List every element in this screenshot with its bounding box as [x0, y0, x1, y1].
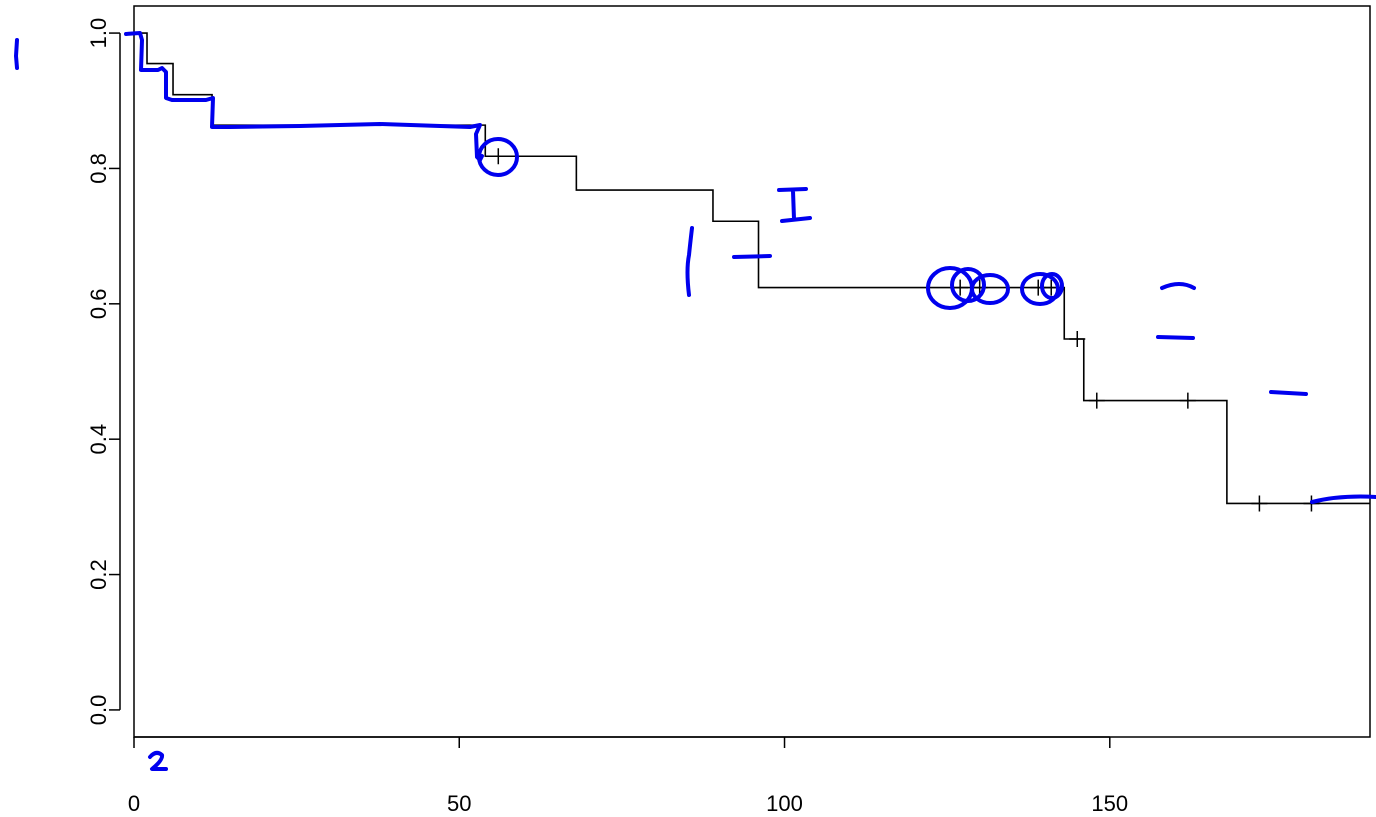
- handwritten-annotations: [14, 31, 1376, 771]
- y-tick-label: 0.6: [86, 289, 111, 320]
- censor-mark: [490, 148, 507, 165]
- plot-frame: [133, 5, 1371, 738]
- x-tick-label: 100: [766, 791, 803, 816]
- ink-ibar-100: [777, 187, 812, 223]
- ink-km-estimate: [124, 31, 484, 162]
- ink-dash-158a: [1160, 282, 1196, 290]
- ink-label-2: [148, 750, 168, 771]
- x-axis: 0 50 100 150: [128, 736, 1128, 816]
- ink-mark-1: [14, 38, 19, 70]
- survival-series: [134, 32, 1370, 512]
- x-tick-label: 0: [128, 791, 140, 816]
- x-tick-label: 150: [1091, 791, 1128, 816]
- ink-dash-190: [1310, 494, 1376, 504]
- y-tick-label: 0.4: [86, 424, 111, 455]
- ink-dash-94: [732, 254, 772, 259]
- censor-mark: [1179, 392, 1196, 409]
- y-tick-label: 0.0: [86, 695, 111, 726]
- y-tick-label: 0.8: [86, 153, 111, 184]
- ink-circle-127: [950, 267, 986, 303]
- y-tick-label: 1.0: [86, 18, 111, 49]
- ink-dash-158b: [1156, 335, 1195, 340]
- censor-mark: [1251, 495, 1268, 512]
- ink-circle-140: [1040, 272, 1064, 300]
- ink-circle-55: [477, 137, 519, 177]
- censor-mark: [1069, 331, 1086, 348]
- censor-mark: [1088, 392, 1105, 409]
- ink-dash-174: [1269, 390, 1308, 396]
- x-tick-label: 50: [447, 791, 471, 816]
- ink-circle-130: [970, 273, 1010, 305]
- censor-mark: [952, 279, 969, 296]
- axes: 0 50 100 150 0.0 0.2 0.4 0.6 0.8 1.0: [86, 5, 1371, 816]
- ink-circle-137: [1020, 272, 1060, 306]
- y-axis: 0.0 0.2 0.4 0.6 0.8 1.0: [86, 18, 121, 726]
- y-tick-label: 0.2: [86, 559, 111, 590]
- km-step-line: [134, 32, 1370, 505]
- ink-mark-87: [685, 226, 694, 297]
